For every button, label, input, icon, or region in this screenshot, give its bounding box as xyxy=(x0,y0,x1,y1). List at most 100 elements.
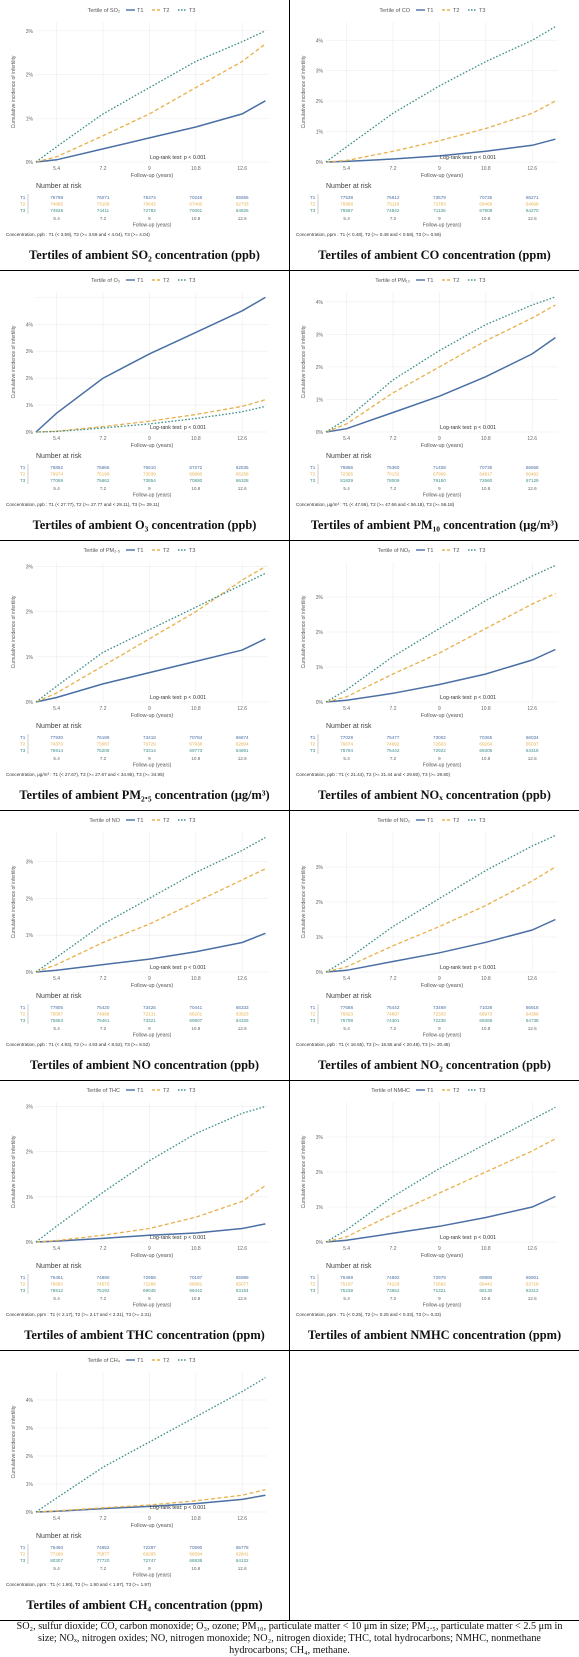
risk-value: 69264 xyxy=(479,742,492,747)
y-tick-label: 0% xyxy=(26,970,34,976)
risk-value: 64917 xyxy=(479,472,492,477)
x-tick-label: 5.4 xyxy=(53,706,60,712)
series-line-t2 xyxy=(325,304,556,433)
logrank-annotation: Log-rank test: p < 0.001 xyxy=(150,965,206,971)
risk-x-label: Follow-up (years) xyxy=(423,763,462,769)
x-axis-label: Follow-up (years) xyxy=(131,713,174,719)
x-tick-label: 9 xyxy=(148,976,151,982)
legend-label: T1 xyxy=(137,8,143,14)
risk-value: 65901 xyxy=(526,1275,539,1280)
km-panel: Tertile of CH₄ T1 T2 T3 0% 1% 2% 3% 4% Cumulative… xyxy=(0,1350,289,1620)
series-line-t2 xyxy=(35,868,266,973)
risk-x-tick: 5.4 xyxy=(53,756,60,761)
x-tick-label: 10.8 xyxy=(481,706,491,712)
logrank-annotation: Log-rank test: p < 0.001 xyxy=(440,425,496,431)
risk-value: 70735 xyxy=(479,195,492,200)
legend-label: T3 xyxy=(479,278,485,284)
risk-row-label: T2 xyxy=(310,1282,316,1287)
legend-title: Tertile of SO₂ xyxy=(88,8,120,14)
risk-value: 75914 xyxy=(50,748,63,753)
x-axis-label: Follow-up (years) xyxy=(131,1523,174,1529)
risk-value: 76874 xyxy=(340,742,353,747)
y-tick-label: 2% xyxy=(316,900,324,906)
risk-value: 60462 xyxy=(526,472,539,477)
risk-value: 73652 xyxy=(387,1288,400,1293)
legend-title: Tertile of O₃ xyxy=(91,278,120,284)
x-tick-label: 10.8 xyxy=(191,1246,201,1252)
risk-value: 66328 xyxy=(236,478,249,483)
risk-value: 63718 xyxy=(526,1282,539,1287)
risk-value: 75360 xyxy=(387,465,400,470)
risk-value: 72603 xyxy=(433,742,446,747)
risk-x-tick: 12.6 xyxy=(238,1566,247,1571)
legend-title: Tertile of NOₓ xyxy=(378,548,411,554)
legend-title: Tertile of PM₂.₅ xyxy=(84,548,120,554)
km-panel: Tertile of THC T1 T2 T3 0% 1% 2% 3% Cumulative i… xyxy=(0,1080,289,1350)
legend-title: Tertile of CH₄ xyxy=(87,1358,120,1364)
risk-x-tick: 9 xyxy=(438,756,441,761)
panel-caption: Tertiles of ambient O₃ concentration (pp… xyxy=(32,518,257,532)
x-tick-label: 7.2 xyxy=(390,166,397,172)
x-tick-label: 12.6 xyxy=(237,166,247,172)
risk-value: 75374 xyxy=(143,195,156,200)
legend-label: T2 xyxy=(453,8,459,14)
risk-value: 76852 xyxy=(50,465,63,470)
y-axis-label: Cumulative incidence of infertility xyxy=(11,865,17,938)
risk-value: 67129 xyxy=(526,478,539,483)
risk-value: 76587 xyxy=(340,208,353,213)
risk-x-tick: 10.8 xyxy=(191,486,200,491)
series-line-t3 xyxy=(35,1377,266,1513)
risk-value: 66258 xyxy=(236,472,249,477)
risk-row-label: T1 xyxy=(310,1275,316,1280)
x-tick-label: 7.2 xyxy=(100,166,107,172)
risk-row-label: T2 xyxy=(20,1012,26,1017)
legend-label: T3 xyxy=(479,8,485,14)
y-axis-label: Cumulative incidence of infertility xyxy=(11,325,17,398)
risk-value: 66674 xyxy=(236,735,249,740)
concentration-note: Concentration, μg/m³ : T1 (< 47.66), T2 … xyxy=(296,502,455,507)
x-tick-label: 10.8 xyxy=(191,1516,201,1522)
risk-x-tick: 5.4 xyxy=(53,486,60,491)
x-tick-label: 5.4 xyxy=(53,1516,60,1522)
risk-title: Number at risk xyxy=(36,993,82,1000)
series-line-t1 xyxy=(325,648,556,703)
km-chart: Tertile of CO T1 T2 T30%1%2%3%4%Cumulative … xyxy=(296,8,558,237)
risk-value: 80307 xyxy=(50,1558,63,1563)
risk-value: 75192 xyxy=(97,1288,110,1293)
legend-label: T2 xyxy=(163,1088,169,1094)
x-tick-label: 10.8 xyxy=(191,166,201,172)
km-chart: Tertile of PM₂.₅ T1 T2 T30%1%2%3%Cumulative… xyxy=(6,548,268,777)
risk-value: 75662 xyxy=(97,478,110,483)
risk-row-label: T2 xyxy=(310,472,316,477)
panel-caption: Tertiles of ambient CH₄ concentration (p… xyxy=(26,1598,263,1612)
logrank-annotation: Log-rank test: p < 0.001 xyxy=(150,1505,206,1511)
gridlines xyxy=(36,1102,268,1243)
risk-x-tick: 10.8 xyxy=(481,216,490,221)
x-axis-label: Follow-up (years) xyxy=(421,983,464,989)
risk-title: Number at risk xyxy=(326,183,372,190)
risk-value: 71028 xyxy=(479,1005,492,1010)
legend-label: T2 xyxy=(453,818,459,824)
risk-value: 73579 xyxy=(433,195,446,200)
legend-label: T2 xyxy=(163,8,169,14)
legend-title: Tertile of NMHC xyxy=(371,1088,410,1094)
y-tick-label: 1% xyxy=(316,935,324,941)
grid-divider xyxy=(0,1080,579,1081)
risk-value: 68838 xyxy=(189,1558,202,1563)
x-axis-label: Follow-up (years) xyxy=(421,173,464,179)
y-axis-label: Cumulative incidence of infertility xyxy=(301,865,307,938)
risk-value: 64825 xyxy=(236,208,249,213)
risk-value: 62535 xyxy=(236,465,249,470)
risk-row-label: T3 xyxy=(310,478,316,483)
risk-value: 74370 xyxy=(50,742,63,747)
risk-row-label: T3 xyxy=(310,1288,316,1293)
legend-label: T2 xyxy=(163,278,169,284)
risk-value: 76071 xyxy=(97,195,110,200)
x-tick-label: 12.6 xyxy=(527,436,537,442)
risk-x-tick: 7.2 xyxy=(390,1296,397,1301)
legend-label: T1 xyxy=(137,1088,143,1094)
y-tick-label: 1% xyxy=(26,403,34,409)
risk-value: 69907 xyxy=(189,1018,202,1023)
risk-x-tick: 9 xyxy=(148,1566,151,1571)
risk-title: Number at risk xyxy=(326,993,372,1000)
